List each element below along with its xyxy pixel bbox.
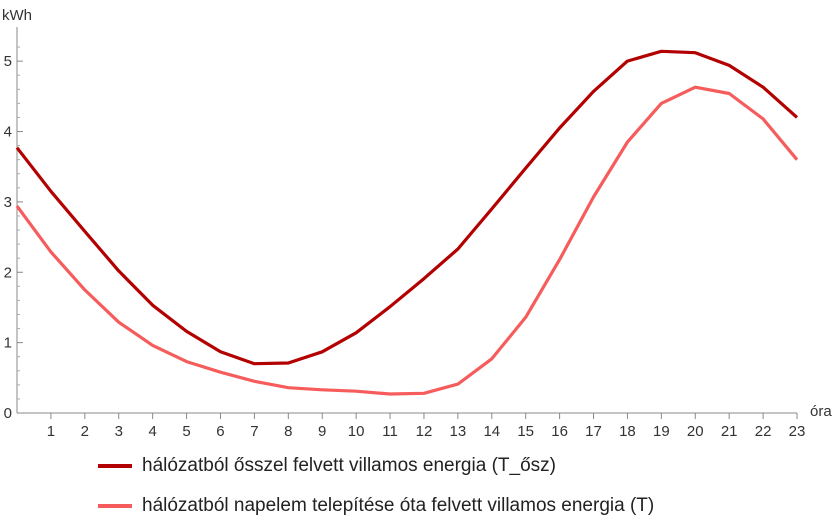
ticks: 1 2 3 4 5 6 7 8 9 10 11 12 13 14 15 16 17 18 19 20 21 22 23012… bbox=[4, 46, 806, 440]
y-tick-label: 4 bbox=[4, 124, 12, 141]
legend-item-series-2: hálózatból napelem telepítése óta felvet… bbox=[98, 486, 654, 526]
legend-item-series-1: hálózatból ősszel felvett villamos energ… bbox=[98, 446, 654, 486]
x-tick-label: 12 bbox=[416, 423, 433, 440]
x-tick-label: 20 bbox=[687, 423, 704, 440]
x-tick-label: 5 bbox=[182, 423, 190, 440]
y-tick-label: 0 bbox=[4, 405, 12, 422]
series-line-2 bbox=[15, 85, 799, 396]
legend-swatch bbox=[98, 464, 132, 468]
x-tick-label: 14 bbox=[483, 423, 500, 440]
series-lines bbox=[15, 49, 799, 396]
x-tick-label: 1 bbox=[47, 423, 55, 440]
x-tick-label: 4 bbox=[148, 423, 156, 440]
x-tick-label: 3 bbox=[115, 423, 123, 440]
x-tick-label: 13 bbox=[450, 423, 467, 440]
legend-swatch bbox=[98, 504, 132, 508]
series-line-1 bbox=[15, 49, 799, 366]
y-tick-label: 5 bbox=[4, 53, 12, 70]
x-tick-label: 15 bbox=[517, 423, 534, 440]
x-tick-label: 10 bbox=[348, 423, 365, 440]
x-tick-label: 18 bbox=[619, 423, 636, 440]
x-tick-label: 6 bbox=[216, 423, 224, 440]
x-tick-label: 19 bbox=[653, 423, 670, 440]
x-tick-label: 7 bbox=[250, 423, 258, 440]
x-tick-label: 8 bbox=[284, 423, 292, 440]
x-tick-label: 11 bbox=[382, 423, 398, 440]
legend-label: hálózatból ősszel felvett villamos energ… bbox=[142, 455, 556, 476]
axes bbox=[16, 27, 797, 414]
x-tick-label: 9 bbox=[318, 423, 326, 440]
legend: hálózatból ősszel felvett villamos energ… bbox=[98, 446, 654, 526]
legend-label: hálózatból napelem telepítése óta felvet… bbox=[142, 495, 655, 516]
x-tick-label: 23 bbox=[789, 423, 806, 440]
y-tick-label: 1 bbox=[4, 335, 12, 352]
x-tick-label: 21 bbox=[721, 423, 738, 440]
y-tick-label: 3 bbox=[4, 194, 12, 211]
y-axis-label: kWh bbox=[2, 7, 32, 24]
x-tick-label: 2 bbox=[81, 423, 89, 440]
x-tick-label: 22 bbox=[755, 423, 772, 440]
x-axis-label: óra bbox=[810, 403, 832, 420]
x-tick-label: 16 bbox=[551, 423, 568, 440]
y-tick-label: 2 bbox=[4, 264, 12, 281]
x-tick-label: 17 bbox=[585, 423, 602, 440]
